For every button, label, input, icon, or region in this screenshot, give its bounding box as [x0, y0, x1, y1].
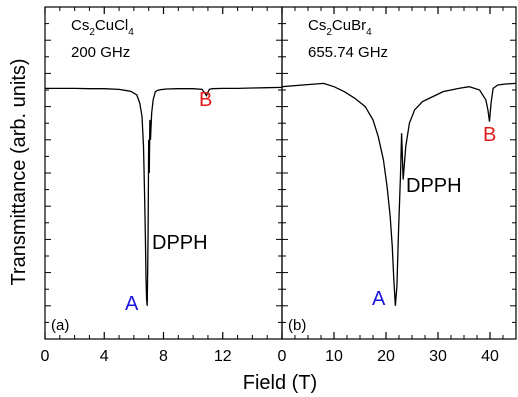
panel-a-annotation-dpph: DPPH: [152, 232, 208, 254]
y-axis-title: Transmittance (arb. units): [8, 58, 30, 285]
panel-b-label: (b): [288, 317, 306, 334]
panel-a-annotation-b: B: [199, 89, 212, 111]
panel-b-annotation-a: A: [372, 288, 386, 310]
x-axis-title: Field (T): [243, 372, 317, 394]
panel-b-annotation-b: B: [483, 124, 496, 146]
panel-a-annotation-a: A: [125, 293, 139, 315]
panel-b-tick-label: 40: [481, 348, 499, 365]
panel-b-tick-label: 0: [278, 348, 287, 365]
panel-b-frequency: 655.74 GHz: [308, 44, 388, 61]
panel-a-tick-label: 12: [214, 348, 232, 365]
y-minor-ticks: [45, 23, 516, 323]
panel-a-tick-label: 4: [100, 348, 109, 365]
panel-a-frequency: 200 GHz: [71, 44, 130, 61]
panel-b-tick-label: 20: [377, 348, 395, 365]
panel-b-annotation-dpph: DPPH: [406, 175, 462, 197]
panel-b-tick-label: 10: [325, 348, 343, 365]
panel-a-tick-label: 8: [159, 348, 168, 365]
panel-b-ticks: 0 10 20 30 40: [278, 7, 504, 365]
panel-b-series-line: [281, 82, 517, 306]
panel-a-series-line: [45, 86, 283, 306]
panel-b-compound: Cs2CuBr4: [308, 17, 372, 38]
panel-a-compound: Cs2CuCl4: [71, 17, 134, 38]
panel-a-label: (a): [51, 317, 69, 334]
panel-b-tick-label: 30: [429, 348, 447, 365]
panel-a-tick-label: 0: [41, 348, 50, 365]
panel-a-ticks: 0 4 8 12: [41, 7, 268, 365]
